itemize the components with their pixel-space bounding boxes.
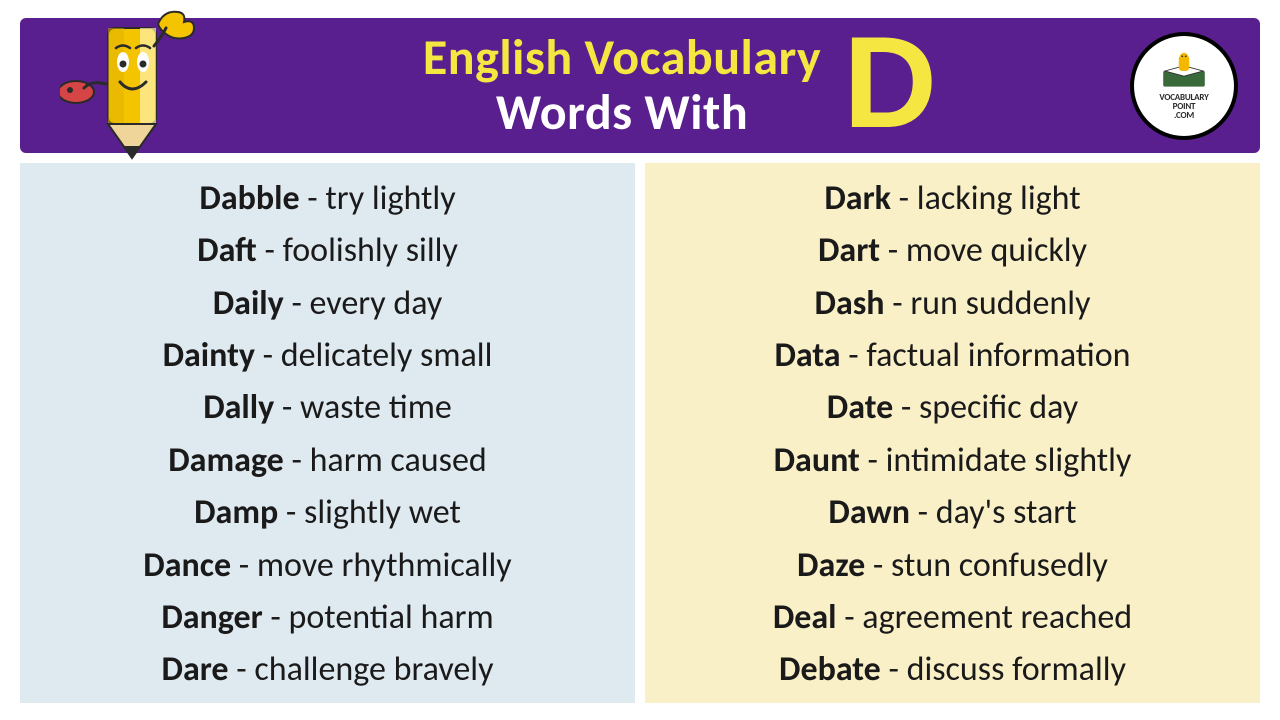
title-line-2: Words With bbox=[496, 87, 748, 140]
vocab-entry: Dash - run suddenly bbox=[659, 278, 1246, 330]
vocab-entry: Daft - foolishly silly bbox=[34, 225, 621, 277]
vocab-word: Daze bbox=[797, 545, 865, 586]
header-title-block: English Vocabulary Words With bbox=[423, 32, 821, 139]
vocab-word: Dabble bbox=[199, 178, 299, 219]
featured-letter: D bbox=[843, 24, 937, 141]
vocab-word: Danger bbox=[161, 597, 262, 638]
vocab-entry: Dance - move rhythmically bbox=[34, 540, 621, 592]
vocab-word: Dark bbox=[824, 178, 891, 219]
vocab-entry: Daze - stun confusedly bbox=[659, 540, 1246, 592]
vocab-word: Data bbox=[774, 335, 840, 376]
vocab-word: Daft bbox=[197, 230, 257, 271]
page-wrap: English Vocabulary Words With D VOCABULA… bbox=[0, 0, 1280, 703]
header-inner: English Vocabulary Words With D VOCABULA… bbox=[160, 18, 1260, 153]
vocab-entry: Data - factual information bbox=[659, 330, 1246, 382]
logo-text-line3: .COM bbox=[1159, 111, 1208, 120]
vocab-word: Dawn bbox=[828, 492, 910, 533]
vocab-word: Date bbox=[827, 387, 893, 428]
vocab-entry: Deal - agreement reached bbox=[659, 592, 1246, 644]
title-line-1: English Vocabulary bbox=[423, 32, 821, 85]
vocab-word: Damp bbox=[194, 492, 278, 533]
vocab-columns: Dabble - try lightlyDaft - foolishly sil… bbox=[20, 163, 1260, 703]
vocab-word: Debate bbox=[779, 649, 881, 690]
vocab-entry: Dabble - try lightly bbox=[34, 173, 621, 225]
vocabulary-point-logo: VOCABULARY POINT .COM bbox=[1130, 32, 1238, 140]
vocab-entry: Dare - challenge bravely bbox=[34, 644, 621, 696]
vocab-entry: Damage - harm caused bbox=[34, 435, 621, 487]
vocab-entry: Debate - discuss formally bbox=[659, 644, 1246, 696]
vocab-entry: Damp - slightly wet bbox=[34, 487, 621, 539]
logo-mascot-icon bbox=[1158, 51, 1210, 91]
vocab-entry: Dainty - delicately small bbox=[34, 330, 621, 382]
vocab-entry: Dawn - day's start bbox=[659, 487, 1246, 539]
vocab-word: Damage bbox=[168, 440, 284, 481]
vocab-entry: Daunt - intimidate slightly bbox=[659, 435, 1246, 487]
header-banner: English Vocabulary Words With D VOCABULA… bbox=[20, 18, 1260, 153]
vocab-entry: Date - specific day bbox=[659, 382, 1246, 434]
vocab-entry: Dark - lacking light bbox=[659, 173, 1246, 225]
vocab-entry: Danger - potential harm bbox=[34, 592, 621, 644]
logo-text: VOCABULARY POINT .COM bbox=[1159, 93, 1208, 120]
vocab-word: Daunt bbox=[774, 440, 860, 481]
vocab-word: Dart bbox=[818, 230, 880, 271]
vocab-word: Dare bbox=[162, 649, 229, 690]
vocab-word: Dance bbox=[143, 545, 231, 586]
vocab-entry: Dart - move quickly bbox=[659, 225, 1246, 277]
vocab-word: Dash bbox=[815, 283, 885, 324]
vocab-entry: Dally - waste time bbox=[34, 382, 621, 434]
vocab-word: Dally bbox=[203, 387, 274, 428]
vocab-word: Daily bbox=[213, 283, 284, 324]
vocab-entry: Daily - every day bbox=[34, 278, 621, 330]
vocab-word: Dainty bbox=[163, 335, 255, 376]
vocab-column-right: Dark - lacking lightDart - move quicklyD… bbox=[645, 163, 1260, 703]
vocab-column-left: Dabble - try lightlyDaft - foolishly sil… bbox=[20, 163, 635, 703]
vocab-word: Deal bbox=[773, 597, 837, 638]
